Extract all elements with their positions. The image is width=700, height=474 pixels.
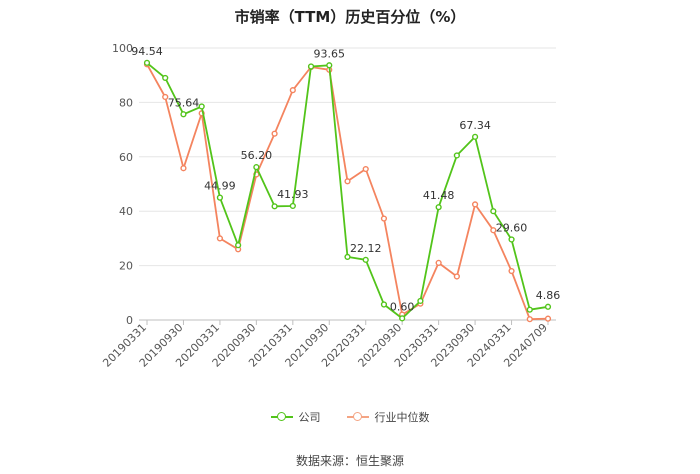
data-label: 56.20 — [241, 149, 273, 162]
point-industry-median — [490, 227, 497, 234]
y-tick-label: 80 — [119, 96, 133, 109]
point-industry-median — [271, 130, 278, 137]
y-tick-label: 60 — [119, 151, 133, 164]
point-industry-median — [216, 235, 224, 242]
data-label: 44.99 — [204, 180, 236, 193]
point-industry-median — [435, 259, 442, 266]
legend-label-industry-median: 行业中位数 — [374, 411, 430, 424]
data-label: 41.48 — [423, 189, 455, 202]
y-tick-label: 100 — [112, 42, 133, 55]
point-company — [271, 203, 278, 210]
y-tick-label: 0 — [126, 314, 133, 327]
y-tick-label: 20 — [119, 260, 133, 273]
point-industry-median — [508, 267, 515, 275]
point-industry-median — [362, 165, 369, 173]
point-company — [235, 242, 242, 249]
point-company — [417, 297, 424, 305]
legend-label-company: 公司 — [298, 411, 321, 424]
point-company — [198, 103, 205, 110]
grid-lines — [139, 47, 556, 321]
data-labels: 94.54 75.64 44.99 56.20 41.93 93.65 22.12 0.60 4… — [131, 45, 560, 314]
point-industry-median — [289, 87, 296, 94]
point-company — [453, 152, 460, 159]
data-label: 75.64 — [168, 96, 200, 109]
point-company — [326, 62, 333, 69]
point-company — [399, 315, 406, 322]
point-industry-median — [544, 315, 552, 322]
point-company — [380, 301, 388, 308]
point-company — [490, 208, 497, 215]
point-company — [471, 133, 479, 140]
data-label: 4.86 — [536, 289, 561, 302]
data-label: 22.12 — [350, 242, 382, 255]
legend-item-industry-median[interactable]: 行业中位数 — [346, 409, 430, 425]
point-industry-median — [471, 201, 479, 208]
point-industry-median — [180, 165, 187, 172]
point-company — [216, 194, 224, 201]
source-note: 数据来源：恒生聚源 — [295, 454, 404, 468]
point-company — [526, 306, 533, 313]
data-label: 41.93 — [277, 188, 309, 201]
point-industry-median — [162, 93, 169, 101]
axes: 0204060801002019033120190930202003312020… — [100, 42, 550, 370]
data-label: 94.54 — [131, 45, 163, 58]
y-tick-label: 40 — [119, 205, 133, 218]
point-company — [253, 164, 260, 171]
legend-item-company[interactable]: 公司 — [270, 409, 321, 425]
point-company — [289, 202, 296, 210]
legend-swatch-industry-median — [346, 411, 369, 423]
point-company — [435, 204, 442, 211]
chart-title: 市销率（TTM）历史百分位（%） — [234, 8, 466, 26]
point-company — [162, 74, 169, 82]
data-label: 93.65 — [314, 47, 346, 60]
data-label: 0.60 — [390, 300, 415, 313]
point-company — [143, 59, 151, 66]
point-industry-median — [526, 316, 533, 323]
point-company — [307, 63, 315, 70]
point-company — [508, 236, 515, 243]
series-layer — [143, 59, 552, 323]
point-company — [180, 111, 187, 118]
data-label: 67.34 — [459, 119, 491, 132]
point-company — [544, 303, 552, 310]
point-industry-median — [380, 215, 388, 222]
point-industry-median — [344, 178, 351, 185]
legend-swatch-company — [270, 411, 293, 423]
legend: 公司 行业中位数 — [0, 409, 700, 425]
point-company — [344, 253, 351, 260]
point-company — [362, 256, 369, 263]
point-industry-median — [453, 273, 460, 280]
data-label: 29.60 — [496, 221, 528, 234]
